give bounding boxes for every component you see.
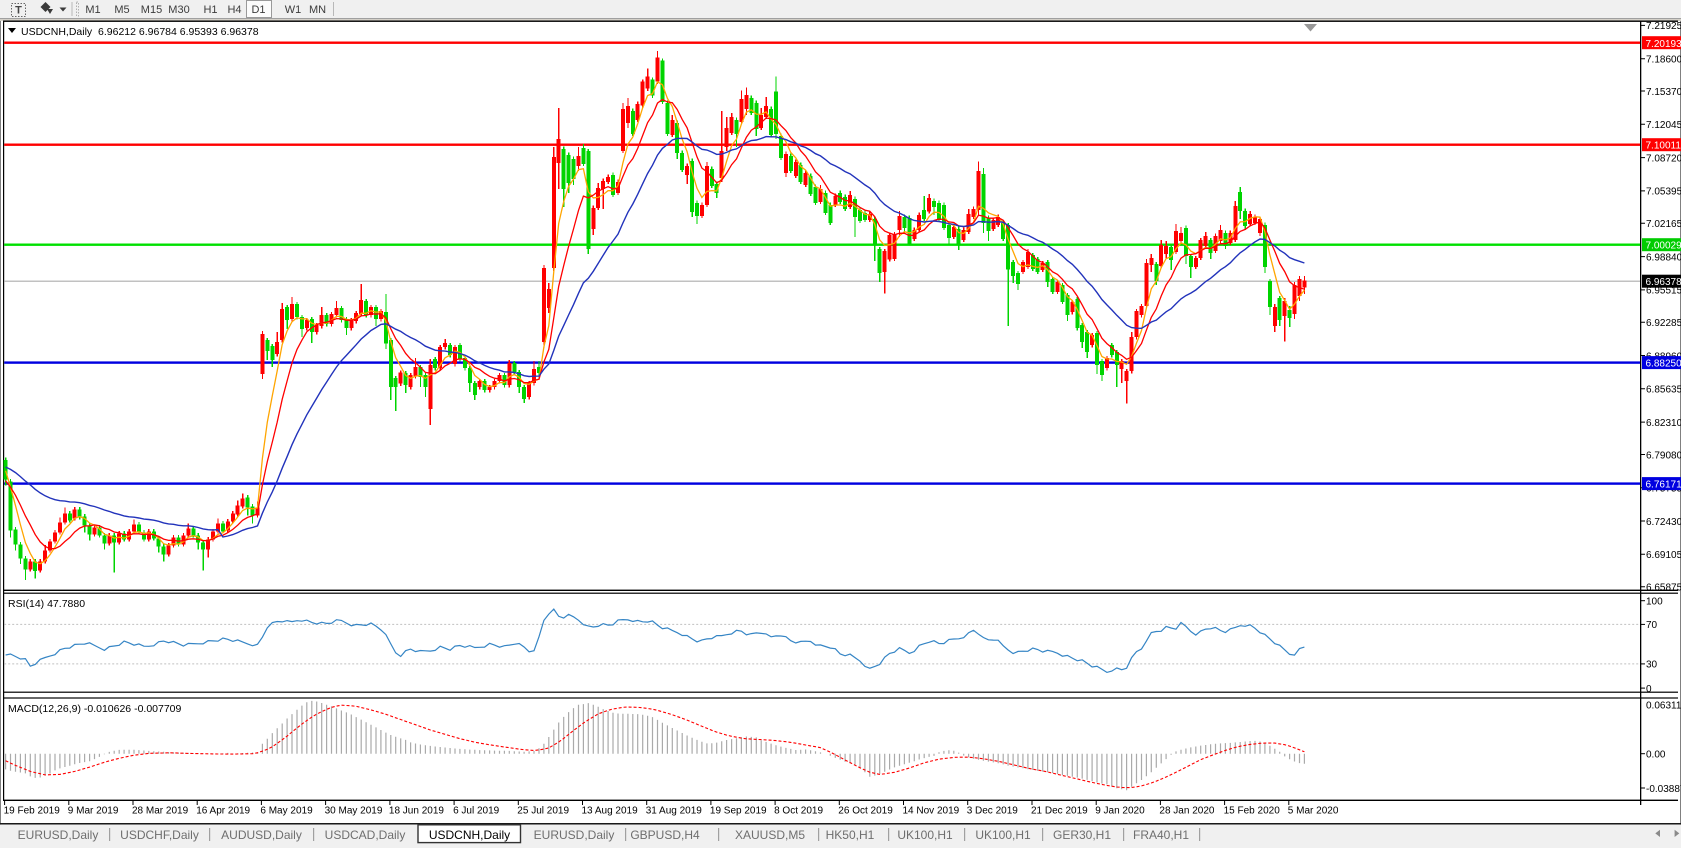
svg-text:M30: M30 <box>168 4 189 16</box>
svg-text:UK100,H1: UK100,H1 <box>975 828 1031 842</box>
svg-text:7.00029: 7.00029 <box>1646 241 1681 252</box>
svg-text:USDCAD,Daily: USDCAD,Daily <box>325 828 406 842</box>
svg-text:28 Jan 2020: 28 Jan 2020 <box>1159 806 1214 817</box>
svg-text:MN: MN <box>309 4 326 16</box>
svg-text:7.02165: 7.02165 <box>1646 219 1681 230</box>
svg-text:H4: H4 <box>227 4 241 16</box>
svg-text:6.65875: 6.65875 <box>1646 583 1681 594</box>
svg-text:6.96378: 6.96378 <box>1646 277 1681 288</box>
svg-text:14 Nov 2019: 14 Nov 2019 <box>903 806 960 817</box>
svg-text:31 Aug 2019: 31 Aug 2019 <box>646 806 703 817</box>
svg-text:30 May 2019: 30 May 2019 <box>325 806 383 817</box>
svg-text:0.063113: 0.063113 <box>1646 701 1681 712</box>
svg-text:100: 100 <box>1646 597 1663 608</box>
svg-text:19 Feb 2019: 19 Feb 2019 <box>4 806 61 817</box>
svg-text:7.12045: 7.12045 <box>1646 120 1681 131</box>
svg-text:6.98840: 6.98840 <box>1646 252 1681 263</box>
svg-text:AUDUSD,Daily: AUDUSD,Daily <box>221 828 302 842</box>
svg-text:0.00: 0.00 <box>1646 750 1666 761</box>
svg-text:XAUUSD,M5: XAUUSD,M5 <box>735 828 805 842</box>
svg-text:W1: W1 <box>285 4 302 16</box>
svg-text:7.08720: 7.08720 <box>1646 153 1681 164</box>
svg-text:6.76171: 6.76171 <box>1646 480 1681 491</box>
svg-text:EURUSD,Daily: EURUSD,Daily <box>18 828 99 842</box>
svg-text:0: 0 <box>1646 684 1652 695</box>
svg-text:M5: M5 <box>114 4 129 16</box>
svg-text:19 Sep 2019: 19 Sep 2019 <box>710 806 767 817</box>
svg-text:6.69105: 6.69105 <box>1646 550 1681 561</box>
svg-text:6 Jul 2019: 6 Jul 2019 <box>453 806 500 817</box>
svg-text:HK50,H1: HK50,H1 <box>826 828 875 842</box>
svg-text:18 Jun 2019: 18 Jun 2019 <box>389 806 444 817</box>
svg-text:7.18600: 7.18600 <box>1646 55 1681 66</box>
svg-text:70: 70 <box>1646 620 1658 631</box>
svg-text:USDCNH,Daily 6.96212 6.96784: USDCNH,Daily 6.96212 6.96784 6.95393 6.9… <box>21 26 259 38</box>
svg-text:USDCNH,Daily: USDCNH,Daily <box>429 828 510 842</box>
svg-text:5 Mar 2020: 5 Mar 2020 <box>1288 806 1339 817</box>
svg-text:FRA40,H1: FRA40,H1 <box>1133 828 1189 842</box>
svg-text:26 Oct 2019: 26 Oct 2019 <box>838 806 893 817</box>
svg-text:6.72430: 6.72430 <box>1646 517 1681 528</box>
svg-text:6.92285: 6.92285 <box>1646 318 1681 329</box>
svg-text:-0.038875: -0.038875 <box>1646 784 1681 795</box>
svg-text:MACD(12,26,9) -0.010626 -0.007: MACD(12,26,9) -0.010626 -0.007709 <box>8 703 182 715</box>
svg-text:21 Dec 2019: 21 Dec 2019 <box>1031 806 1088 817</box>
svg-text:USDCHF,Daily: USDCHF,Daily <box>120 828 199 842</box>
svg-text:28 Mar 2019: 28 Mar 2019 <box>132 806 189 817</box>
svg-text:6.82310: 6.82310 <box>1646 418 1681 429</box>
svg-text:M1: M1 <box>85 4 100 16</box>
svg-text:9 Mar 2019: 9 Mar 2019 <box>68 806 119 817</box>
svg-text:GBPUSD,H4: GBPUSD,H4 <box>630 828 700 842</box>
svg-text:7.15370: 7.15370 <box>1646 87 1681 98</box>
svg-text:RSI(14) 47.7880: RSI(14) 47.7880 <box>8 598 85 610</box>
svg-text:EURUSD,Daily: EURUSD,Daily <box>534 828 615 842</box>
svg-text:30: 30 <box>1646 660 1658 671</box>
svg-text:M15: M15 <box>141 4 162 16</box>
svg-text:6.95515: 6.95515 <box>1646 286 1681 297</box>
svg-text:UK100,H1: UK100,H1 <box>897 828 953 842</box>
svg-text:D1: D1 <box>251 4 265 16</box>
svg-text:3 Dec 2019: 3 Dec 2019 <box>967 806 1019 817</box>
svg-text:8 Oct 2019: 8 Oct 2019 <box>774 806 823 817</box>
svg-text:7.10011: 7.10011 <box>1646 141 1681 152</box>
svg-text:15 Feb 2020: 15 Feb 2020 <box>1224 806 1281 817</box>
svg-text:13 Aug 2019: 13 Aug 2019 <box>582 806 639 817</box>
svg-text:T: T <box>15 5 22 17</box>
svg-text:6 May 2019: 6 May 2019 <box>260 806 313 817</box>
svg-text:6.88250: 6.88250 <box>1646 359 1681 370</box>
svg-text:7.05395: 7.05395 <box>1646 187 1681 198</box>
svg-text:16 Apr 2019: 16 Apr 2019 <box>196 806 250 817</box>
svg-text:6.79080: 6.79080 <box>1646 450 1681 461</box>
svg-text:6.85635: 6.85635 <box>1646 385 1681 396</box>
svg-text:GER30,H1: GER30,H1 <box>1053 828 1111 842</box>
svg-text:7.21925: 7.21925 <box>1646 21 1681 32</box>
svg-text:25 Jul 2019: 25 Jul 2019 <box>517 806 569 817</box>
svg-text:9 Jan 2020: 9 Jan 2020 <box>1095 806 1145 817</box>
svg-text:H1: H1 <box>203 4 217 16</box>
svg-text:7.20193: 7.20193 <box>1646 39 1681 50</box>
